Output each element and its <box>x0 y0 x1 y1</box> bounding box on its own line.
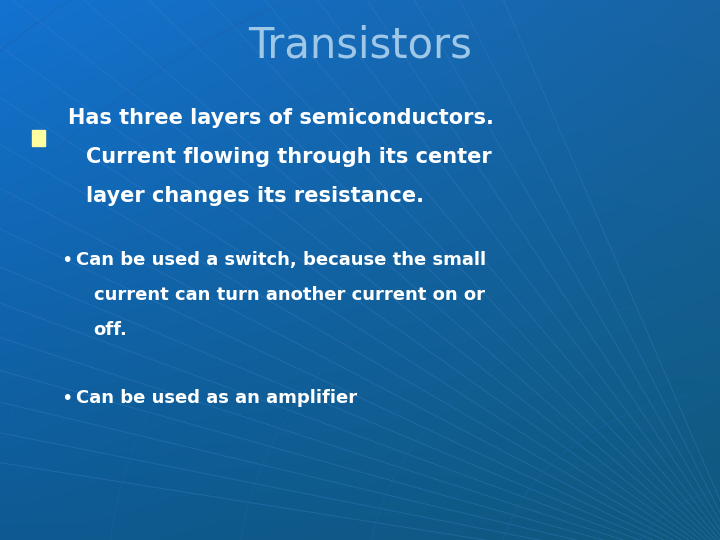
Text: Has three layers of semiconductors.: Has three layers of semiconductors. <box>68 108 494 128</box>
Text: Transistors: Transistors <box>248 24 472 66</box>
Text: Can be used as an amplifier: Can be used as an amplifier <box>76 389 356 407</box>
Text: Current flowing through its center: Current flowing through its center <box>86 147 492 167</box>
Text: •: • <box>61 251 73 270</box>
FancyBboxPatch shape <box>32 130 45 146</box>
Text: Can be used a switch, because the small: Can be used a switch, because the small <box>76 251 486 269</box>
Text: layer changes its resistance.: layer changes its resistance. <box>86 186 424 206</box>
Text: current can turn another current on or: current can turn another current on or <box>94 286 485 304</box>
Text: off.: off. <box>94 321 127 339</box>
Text: •: • <box>61 389 73 408</box>
